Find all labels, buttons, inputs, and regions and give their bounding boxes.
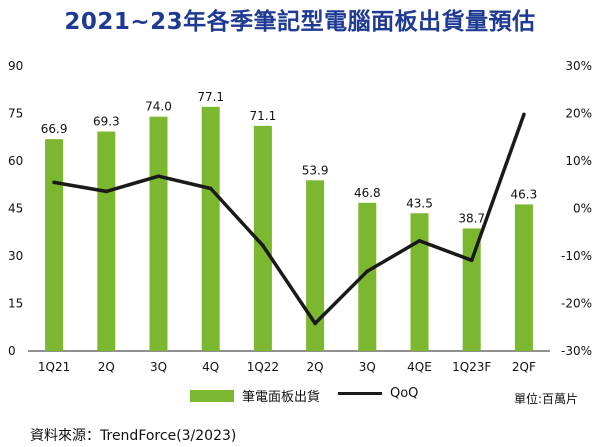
bar-value-label: 66.9: [41, 122, 68, 136]
legend-swatch-line: [338, 392, 382, 395]
right-axis-tick-label: -10%: [561, 249, 592, 263]
right-axis-tick-label: 30%: [565, 59, 592, 73]
right-axis-tick-label: -20%: [561, 297, 592, 311]
bar: [149, 116, 168, 352]
bar-value-label: 69.3: [93, 115, 120, 129]
source-note: 資料來源：TrendForce(3/2023): [30, 428, 237, 444]
qoq-point: [261, 243, 265, 248]
bar: [514, 204, 533, 351]
bar-value-label: 46.3: [511, 187, 538, 201]
left-axis-tick-label: 75: [8, 107, 23, 121]
bar: [201, 106, 220, 351]
category-label: 2QF: [512, 360, 536, 374]
bar: [253, 125, 272, 351]
bar-value-label: 38.7: [458, 211, 485, 225]
qoq-point: [156, 174, 161, 178]
qoq-point: [365, 269, 370, 274]
qoq-point: [208, 186, 213, 191]
bar: [358, 202, 377, 351]
bar-value-label: 77.1: [197, 90, 224, 104]
right-axis-tick-label: 10%: [565, 154, 592, 168]
bar: [97, 131, 116, 351]
unit-label: 單位:百萬片: [513, 392, 578, 406]
category-label: 1Q23F: [452, 360, 491, 374]
bar-value-label: 46.8: [354, 186, 381, 200]
category-label: 3Q: [150, 360, 167, 374]
qoq-point: [52, 180, 56, 185]
left-axis-tick-label: 30: [8, 249, 23, 263]
legend-item-bar: 筆電面板出貨: [190, 386, 320, 405]
bar-value-label: 74.0: [145, 100, 172, 114]
category-label: 1Q22: [247, 360, 279, 374]
bar-value-label: 43.5: [406, 196, 433, 210]
category-label: 4QE: [407, 360, 432, 374]
legend-item-line: QoQ: [338, 386, 418, 401]
chart-legend: 筆電面板出貨 QoQ: [0, 386, 600, 408]
left-axis-tick-label: 45: [8, 202, 23, 216]
category-label: 3Q: [359, 360, 376, 374]
left-axis-tick-label: 0: [8, 344, 16, 358]
right-axis-tick-label: 20%: [565, 107, 592, 121]
legend-label-line: QoQ: [390, 386, 419, 401]
category-label: 1Q21: [38, 360, 70, 374]
bar: [306, 180, 325, 351]
category-label: 2Q: [98, 360, 115, 374]
qoq-point: [104, 189, 109, 194]
qoq-point: [522, 112, 526, 117]
category-label: 2Q: [307, 360, 324, 374]
bar: [45, 139, 64, 351]
bar: [410, 213, 429, 351]
qoq-line: [52, 112, 526, 326]
qoq-point: [313, 321, 317, 326]
bar-value-label: 71.1: [250, 109, 277, 123]
legend-swatch-bar: [190, 389, 234, 402]
bar-value-label: 53.9: [302, 163, 329, 177]
left-axis-tick-label: 60: [8, 154, 23, 168]
qoq-point: [417, 239, 422, 243]
legend-label-bar: 筆電面板出貨: [242, 390, 321, 405]
chart-title: 2021~23年各季筆記型電腦面板出貨量預估: [64, 9, 536, 35]
left-axis-tick-label: 15: [8, 297, 23, 311]
right-axis-tick-label: -30%: [561, 344, 592, 358]
right-axis-tick-label: 0%: [573, 202, 592, 216]
category-label: 4Q: [202, 360, 219, 374]
qoq-point: [469, 258, 474, 263]
left-axis-tick-label: 90: [8, 59, 23, 73]
